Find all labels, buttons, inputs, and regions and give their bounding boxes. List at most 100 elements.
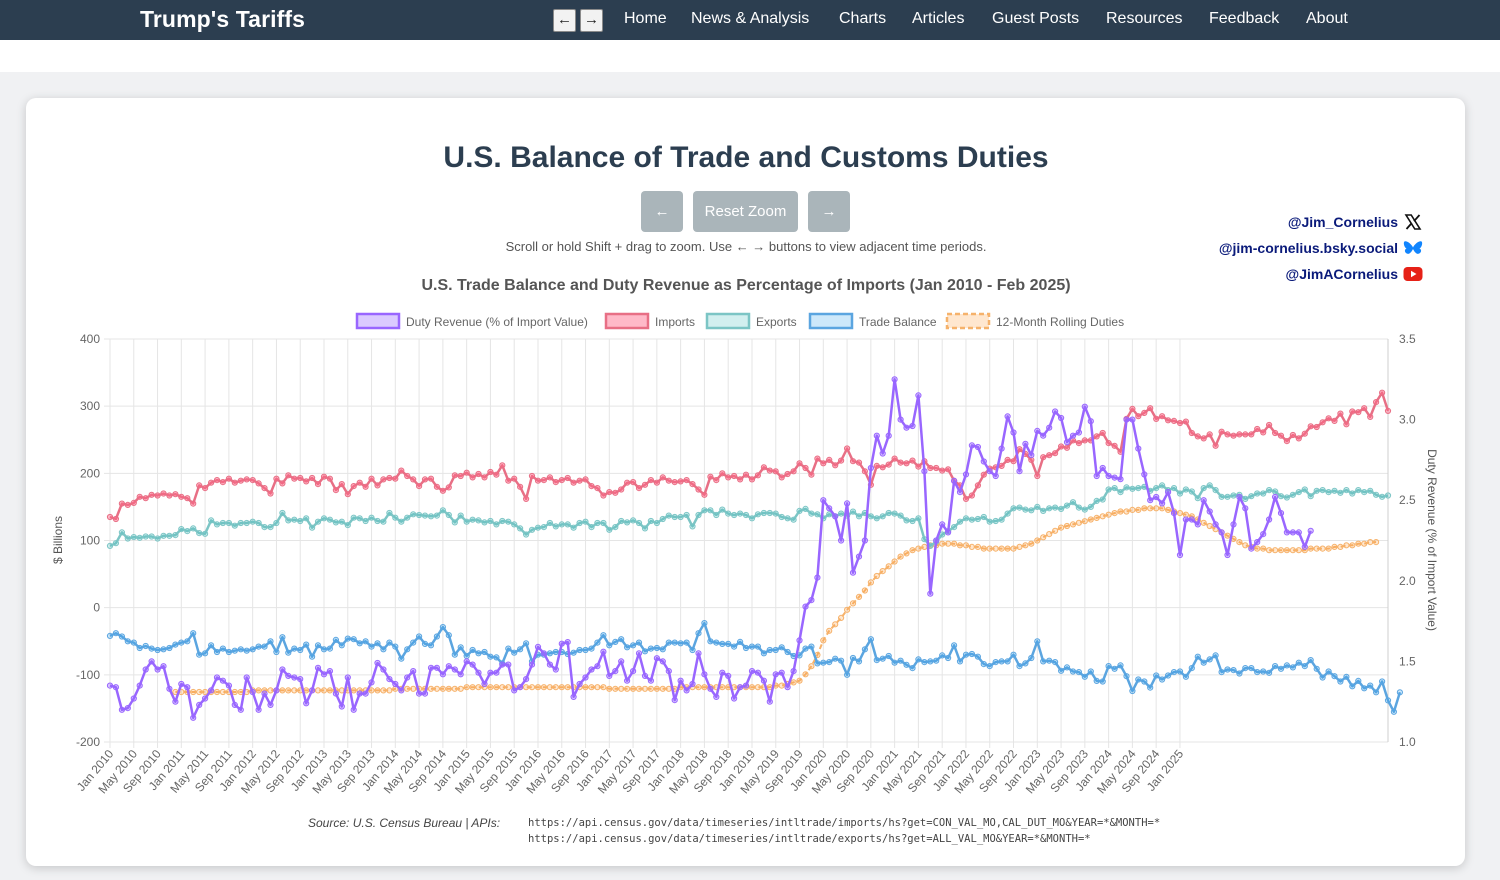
data-point[interactable] xyxy=(279,480,286,487)
data-point[interactable] xyxy=(279,666,286,673)
data-point[interactable] xyxy=(600,632,607,639)
data-point[interactable] xyxy=(1295,435,1302,442)
data-point[interactable] xyxy=(1254,539,1261,546)
data-point[interactable] xyxy=(344,522,351,529)
data-point[interactable] xyxy=(647,477,655,484)
data-point[interactable] xyxy=(766,646,773,654)
data-point[interactable] xyxy=(945,654,952,662)
data-point[interactable] xyxy=(748,515,756,522)
data-point[interactable] xyxy=(309,474,316,482)
api-exports-url[interactable]: https://api.census.gov/data/timeseries/i… xyxy=(528,833,1091,845)
data-point[interactable] xyxy=(1170,509,1178,517)
data-point[interactable] xyxy=(719,640,726,648)
data-point[interactable] xyxy=(350,636,357,643)
data-point[interactable] xyxy=(826,511,833,518)
data-point[interactable] xyxy=(927,464,934,472)
data-point[interactable] xyxy=(1307,657,1314,664)
data-point[interactable] xyxy=(1289,529,1297,536)
data-point[interactable] xyxy=(1046,657,1053,664)
data-point[interactable] xyxy=(1200,519,1207,526)
data-point[interactable] xyxy=(213,688,221,696)
data-point[interactable] xyxy=(552,479,559,486)
data-point[interactable] xyxy=(1087,516,1094,523)
data-point[interactable] xyxy=(160,663,167,670)
data-point[interactable] xyxy=(671,639,678,646)
data-point[interactable] xyxy=(445,663,452,670)
legend-label[interactable]: 12-Month Rolling Duties xyxy=(996,315,1124,329)
legend-label[interactable]: Imports xyxy=(655,315,695,329)
data-point[interactable] xyxy=(112,515,120,523)
data-point[interactable] xyxy=(671,513,678,521)
data-point[interactable] xyxy=(808,663,815,670)
data-point[interactable] xyxy=(713,639,720,646)
data-point[interactable] xyxy=(570,693,577,701)
data-point[interactable] xyxy=(719,470,726,477)
data-point[interactable] xyxy=(1301,663,1308,670)
data-point[interactable] xyxy=(184,495,191,502)
data-point[interactable] xyxy=(528,661,536,668)
data-point[interactable] xyxy=(1260,668,1267,675)
data-point[interactable] xyxy=(986,518,993,525)
data-point[interactable] xyxy=(618,517,625,525)
data-point[interactable] xyxy=(576,680,583,688)
nav-link-about[interactable]: About xyxy=(1306,10,1348,27)
data-point[interactable] xyxy=(546,474,554,481)
data-point[interactable] xyxy=(1224,532,1231,539)
nav-link-home[interactable]: Home xyxy=(624,10,667,27)
data-point[interactable] xyxy=(1248,493,1255,500)
data-point[interactable] xyxy=(368,475,375,482)
data-point[interactable] xyxy=(754,472,762,479)
data-point[interactable] xyxy=(689,646,696,654)
data-point[interactable] xyxy=(695,511,702,519)
data-point[interactable] xyxy=(1159,676,1166,683)
data-point[interactable] xyxy=(1105,440,1112,447)
data-point[interactable] xyxy=(719,669,726,676)
data-point[interactable] xyxy=(891,455,898,462)
data-point[interactable] xyxy=(962,542,970,549)
data-point[interactable] xyxy=(1182,516,1190,523)
bluesky-butterfly-icon[interactable] xyxy=(1403,240,1423,256)
data-point[interactable] xyxy=(921,543,928,551)
data-point[interactable] xyxy=(1373,491,1380,498)
data-point[interactable] xyxy=(320,515,328,522)
data-point[interactable] xyxy=(582,674,589,681)
data-point[interactable] xyxy=(1325,489,1332,496)
data-point[interactable] xyxy=(380,476,387,483)
data-point[interactable] xyxy=(386,639,393,646)
data-point[interactable] xyxy=(451,472,458,479)
data-point[interactable] xyxy=(208,517,215,524)
data-point[interactable] xyxy=(980,458,987,465)
data-point[interactable] xyxy=(897,553,904,560)
data-point[interactable] xyxy=(112,684,120,691)
data-point[interactable] xyxy=(297,676,304,683)
data-point[interactable] xyxy=(1325,545,1332,552)
data-point[interactable] xyxy=(600,519,607,527)
data-point[interactable] xyxy=(1248,431,1255,438)
data-point[interactable] xyxy=(1331,487,1338,494)
data-point[interactable] xyxy=(1111,474,1118,481)
data-point[interactable] xyxy=(469,474,476,481)
data-point[interactable] xyxy=(1075,429,1083,436)
data-point[interactable] xyxy=(933,657,940,664)
data-point[interactable] xyxy=(1384,697,1392,704)
data-point[interactable] xyxy=(540,650,548,657)
data-point[interactable] xyxy=(1373,689,1380,696)
data-point[interactable] xyxy=(130,695,137,702)
data-point[interactable] xyxy=(844,671,851,678)
data-point[interactable] xyxy=(879,450,886,457)
data-point[interactable] xyxy=(1242,542,1249,549)
data-point[interactable] xyxy=(1069,668,1077,675)
data-point[interactable] xyxy=(142,533,149,540)
data-point[interactable] xyxy=(725,640,732,648)
data-point[interactable] xyxy=(433,664,440,671)
data-point[interactable] xyxy=(380,518,387,525)
data-point[interactable] xyxy=(939,521,946,528)
data-point[interactable] xyxy=(1141,471,1148,478)
legend-label[interactable]: Trade Balance xyxy=(859,315,937,329)
data-point[interactable] xyxy=(1147,405,1154,412)
data-point[interactable] xyxy=(641,672,649,680)
data-point[interactable] xyxy=(416,633,423,640)
data-point[interactable] xyxy=(225,519,232,527)
data-point[interactable] xyxy=(766,467,773,474)
data-point[interactable] xyxy=(802,671,809,678)
